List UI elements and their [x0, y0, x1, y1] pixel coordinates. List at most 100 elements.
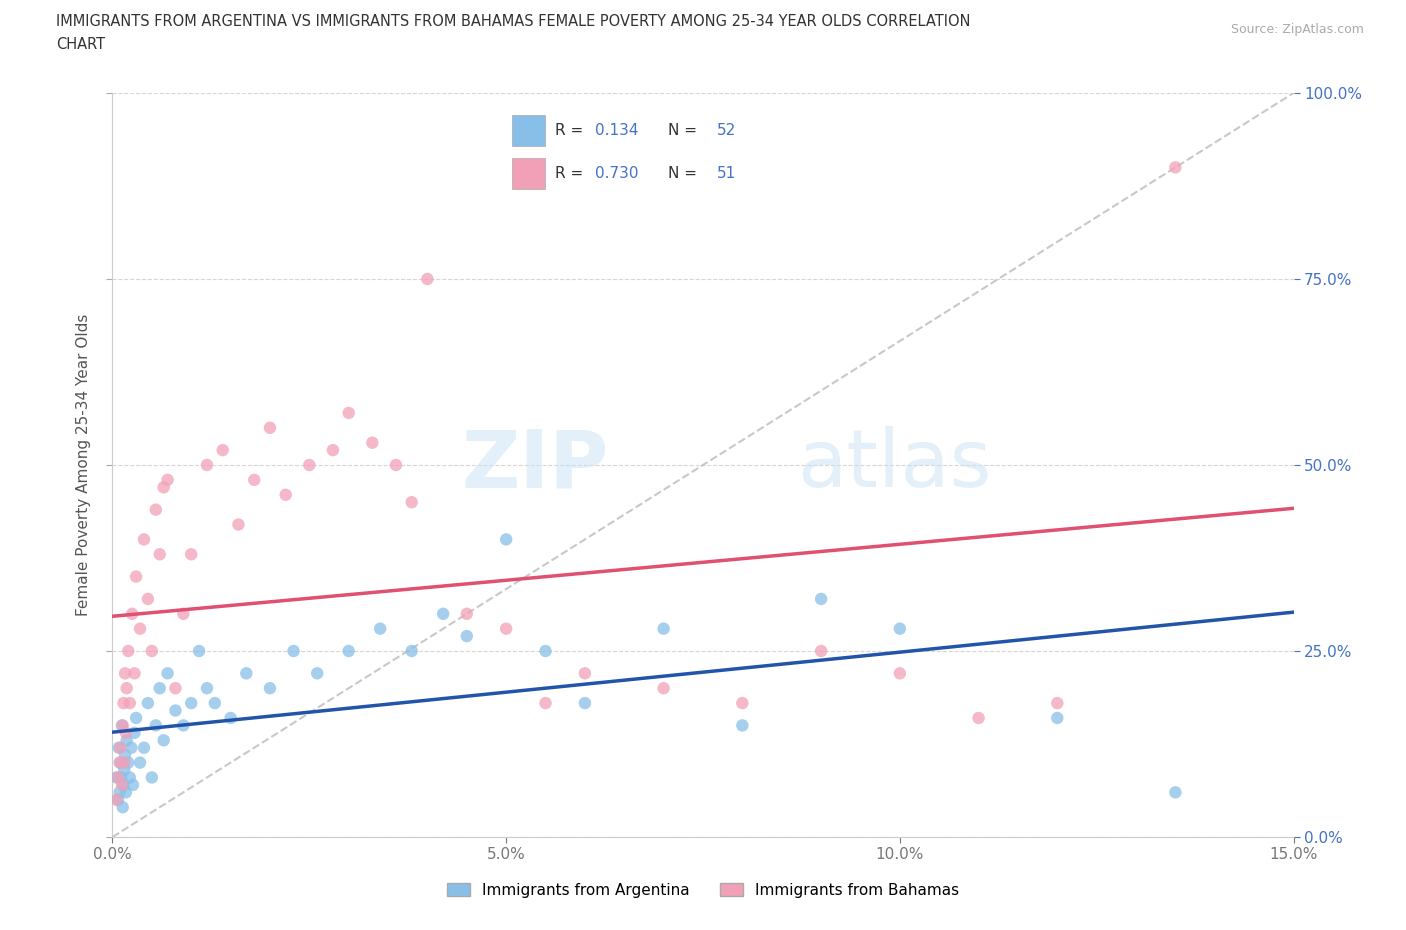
- Point: [172, 606, 194, 621]
- Point: [274, 487, 297, 502]
- Point: [124, 725, 146, 740]
- Point: [652, 681, 675, 696]
- Point: [456, 629, 478, 644]
- Point: [219, 711, 242, 725]
- Point: [136, 591, 159, 606]
- Point: [115, 733, 138, 748]
- Point: [165, 681, 187, 696]
- Point: [118, 770, 141, 785]
- Point: [810, 591, 832, 606]
- Point: [115, 785, 138, 800]
- Point: [149, 681, 172, 696]
- Point: [141, 770, 163, 785]
- Point: [112, 696, 135, 711]
- Point: [111, 777, 134, 792]
- Point: [111, 718, 134, 733]
- Point: [145, 502, 167, 517]
- Point: [401, 644, 423, 658]
- Point: [121, 606, 143, 621]
- Point: [105, 792, 128, 807]
- Point: [889, 621, 911, 636]
- Point: [456, 606, 478, 621]
- Point: [298, 458, 321, 472]
- Point: [108, 785, 131, 800]
- Point: [152, 733, 174, 748]
- Point: [132, 532, 155, 547]
- Point: [259, 420, 281, 435]
- Legend: Immigrants from Argentina, Immigrants from Bahamas: Immigrants from Argentina, Immigrants fr…: [440, 876, 966, 904]
- Point: [115, 725, 138, 740]
- Point: [118, 696, 141, 711]
- Point: [124, 666, 146, 681]
- Point: [337, 405, 360, 420]
- Point: [112, 777, 135, 792]
- Point: [534, 644, 557, 658]
- Point: [283, 644, 305, 658]
- Point: [731, 718, 754, 733]
- Text: atlas: atlas: [797, 426, 991, 504]
- Point: [307, 666, 329, 681]
- Point: [243, 472, 266, 487]
- Point: [111, 718, 134, 733]
- Point: [129, 621, 152, 636]
- Point: [107, 740, 129, 755]
- Point: [129, 755, 152, 770]
- Point: [156, 666, 179, 681]
- Point: [1046, 696, 1069, 711]
- Point: [110, 770, 132, 785]
- Point: [117, 644, 139, 658]
- Point: [368, 621, 391, 636]
- Point: [141, 644, 163, 658]
- Point: [810, 644, 832, 658]
- Point: [165, 703, 187, 718]
- Point: [132, 740, 155, 755]
- Point: [120, 740, 142, 755]
- Point: [416, 272, 439, 286]
- Point: [112, 763, 135, 777]
- Text: CHART: CHART: [56, 37, 105, 52]
- Point: [731, 696, 754, 711]
- Point: [107, 770, 129, 785]
- Point: [534, 696, 557, 711]
- Point: [652, 621, 675, 636]
- Point: [211, 443, 233, 458]
- Point: [107, 792, 129, 807]
- Point: [125, 569, 148, 584]
- Point: [385, 458, 408, 472]
- Point: [235, 666, 257, 681]
- Point: [114, 666, 136, 681]
- Point: [322, 443, 344, 458]
- Point: [495, 621, 517, 636]
- Point: [337, 644, 360, 658]
- Point: [180, 547, 202, 562]
- Point: [156, 472, 179, 487]
- Point: [574, 696, 596, 711]
- Point: [401, 495, 423, 510]
- Point: [112, 755, 135, 770]
- Text: IMMIGRANTS FROM ARGENTINA VS IMMIGRANTS FROM BAHAMAS FEMALE POVERTY AMONG 25-34 : IMMIGRANTS FROM ARGENTINA VS IMMIGRANTS …: [56, 14, 970, 29]
- Point: [188, 644, 211, 658]
- Point: [228, 517, 250, 532]
- Point: [889, 666, 911, 681]
- Point: [108, 755, 131, 770]
- Point: [172, 718, 194, 733]
- Point: [361, 435, 384, 450]
- Point: [1046, 711, 1069, 725]
- Text: ZIP: ZIP: [461, 426, 609, 504]
- Point: [204, 696, 226, 711]
- Point: [122, 777, 145, 792]
- Point: [125, 711, 148, 725]
- Text: Source: ZipAtlas.com: Source: ZipAtlas.com: [1230, 23, 1364, 36]
- Point: [110, 740, 132, 755]
- Point: [105, 770, 128, 785]
- Point: [195, 458, 218, 472]
- Point: [149, 547, 172, 562]
- Point: [145, 718, 167, 733]
- Point: [152, 480, 174, 495]
- Point: [180, 696, 202, 711]
- Point: [117, 755, 139, 770]
- Point: [195, 681, 218, 696]
- Point: [111, 800, 134, 815]
- Point: [115, 681, 138, 696]
- Point: [432, 606, 454, 621]
